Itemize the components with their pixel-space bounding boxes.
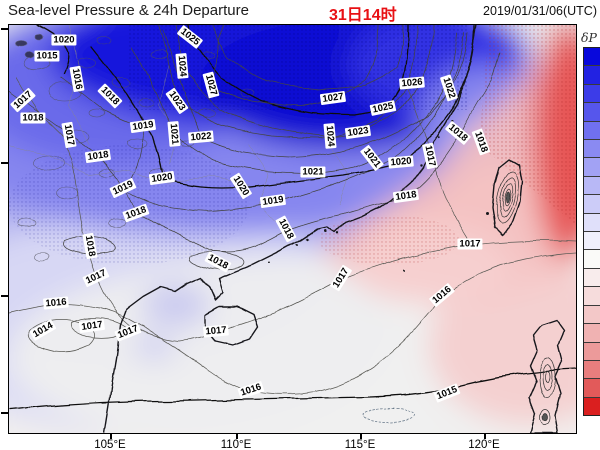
colorbar-segment	[584, 323, 600, 342]
colorbar-label: δP	[581, 30, 597, 45]
colorbar-segment	[584, 175, 600, 195]
x-axis-tick	[360, 433, 362, 439]
colorbar-segment	[584, 378, 600, 397]
valid-time-utc-label: 2019/01/31/06(UTC)	[483, 4, 597, 18]
contour-label: 1020	[51, 34, 77, 46]
page-title: Sea-level Pressure & 24h Departure	[8, 2, 249, 19]
contour-label: 1024	[323, 122, 337, 150]
stipple-shading	[9, 25, 576, 265]
contour-label: 1015	[34, 50, 60, 62]
contour-label: 1018	[20, 112, 46, 124]
isobar-1027	[211, 25, 379, 107]
coastline	[104, 25, 565, 433]
x-axis-tick-label: 105°E	[94, 439, 126, 450]
contour-label: 1021	[167, 120, 181, 148]
contour-label: 1017	[202, 324, 230, 338]
isobar-1015	[9, 368, 576, 411]
colorbar-segment	[584, 83, 600, 103]
x-axis-tick-label: 115°E	[344, 439, 376, 450]
colorbar-segment	[584, 341, 600, 360]
colorbar-segment	[584, 194, 600, 213]
colorbar-segment	[584, 139, 600, 158]
colorbar-segment	[584, 231, 600, 250]
isobar-1018	[189, 250, 245, 270]
isobar-1025	[187, 25, 409, 116]
isobar-1018	[9, 52, 500, 252]
departure-colorbar	[583, 47, 600, 416]
isobar-1014	[27, 320, 95, 352]
x-axis-tick-label: 110°E	[220, 439, 252, 450]
mainland-coastline	[104, 25, 478, 433]
contour-label: 1022	[187, 130, 215, 144]
contour-label: 1017	[457, 238, 483, 250]
contour-label: 1024	[175, 52, 189, 80]
isobar-1026	[212, 25, 404, 90]
isobar-dashed	[362, 407, 416, 423]
contour-label: 1021	[300, 166, 326, 178]
colorbar-segment	[584, 102, 600, 121]
y-axis-tick	[1, 412, 8, 414]
y-axis-tick	[1, 162, 8, 164]
isobar-1022	[161, 30, 469, 158]
luzon-terrain	[538, 356, 556, 426]
y-axis-tick	[1, 295, 8, 297]
luzon-island	[528, 319, 565, 433]
colorbar-segment	[584, 396, 600, 416]
taiwan-island	[491, 158, 523, 236]
contour-label: 1026	[398, 76, 426, 90]
x-axis-tick	[484, 433, 486, 439]
y-axis-tick	[1, 28, 8, 30]
x-axis-tick	[236, 433, 238, 439]
colorbar-segment	[584, 65, 600, 84]
colorbar-segment	[584, 249, 600, 268]
x-axis-tick	[110, 433, 112, 439]
colorbar-segment	[584, 286, 600, 305]
colorbar-segment	[584, 267, 600, 287]
colorbar-segment	[584, 120, 600, 140]
colorbar-segment	[584, 212, 600, 232]
isobar-1019	[60, 32, 465, 212]
colorbar-segment	[584, 359, 600, 379]
colorbar-segment	[584, 157, 600, 176]
colorbar-segment	[584, 304, 600, 324]
contour-label: 1020	[387, 155, 415, 169]
valid-time-local-label: 31日14时	[329, 7, 397, 24]
small-islands	[268, 120, 489, 271]
isobar-1016	[9, 252, 576, 395]
x-axis-tick-label: 120°E	[468, 439, 500, 450]
colorbar-segment	[584, 48, 600, 66]
taiwan-terrain	[495, 171, 519, 223]
contour-label: 1016	[42, 296, 70, 310]
